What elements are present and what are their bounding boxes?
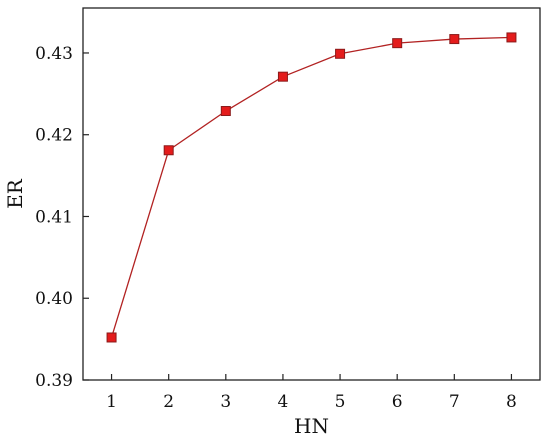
- y-tick-label: 0.40: [35, 289, 73, 309]
- x-tick-label: 7: [449, 392, 460, 412]
- data-point: [220, 106, 231, 117]
- data-point: [449, 34, 460, 45]
- series-line: [110, 36, 512, 338]
- x-axis-title: HN: [294, 414, 329, 438]
- y-tick-label: 0.39: [35, 371, 73, 391]
- data-point: [277, 71, 288, 82]
- plot-frame: [82, 7, 541, 381]
- x-tick-label: 1: [106, 392, 117, 412]
- data-point: [335, 48, 346, 59]
- data-point: [392, 38, 403, 49]
- y-tick-label: 0.43: [35, 44, 73, 64]
- x-tick-label: 3: [220, 392, 231, 412]
- x-tick-label: 4: [278, 392, 289, 412]
- data-point: [163, 145, 174, 156]
- y-tick-label: 0.41: [35, 207, 73, 227]
- data-point: [506, 32, 517, 43]
- x-tick-label: 8: [506, 392, 517, 412]
- y-axis-title: ER: [3, 178, 27, 209]
- x-tick-label: 6: [392, 392, 403, 412]
- data-point: [106, 332, 117, 343]
- ticks-layer: 1 2 3 4 5 6 7 8 0.39 0.40 0.41 0.42 0.43: [35, 44, 517, 412]
- x-tick-label: 2: [163, 392, 174, 412]
- series-layer: [106, 32, 517, 343]
- y-tick-label: 0.42: [35, 126, 73, 146]
- x-tick-label: 5: [335, 392, 346, 412]
